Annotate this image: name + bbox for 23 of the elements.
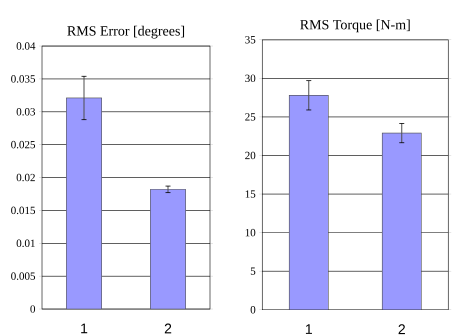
y-tick-label: 0.02 [16, 174, 35, 182]
y-tick-label: 0.04 [16, 42, 36, 50]
y-tick-label: 35 [245, 36, 256, 44]
y-tick-label: 0.01 [16, 240, 35, 248]
y-tick-label: 25 [245, 113, 256, 121]
y-tick-label: 0 [250, 306, 256, 314]
y-tick-label: 20 [245, 152, 256, 160]
chart-title: RMS Torque [N-m] [300, 20, 410, 32]
x-tick-label: 2 [398, 324, 405, 334]
y-tick-label: 0.005 [11, 272, 36, 280]
y-tick-label: 0 [30, 305, 36, 313]
y-tick-label: 5 [250, 268, 256, 275]
y-tick-label: 0.025 [11, 140, 36, 148]
y-tick-label: 0.03 [16, 108, 36, 116]
y-tick-label: 0.015 [11, 206, 36, 214]
y-tick-label: 10 [246, 228, 256, 236]
x-tick-label: 2 [164, 324, 172, 334]
y-tick-label: 30 [245, 74, 256, 82]
chart-title: RMS Error [degrees] [67, 26, 184, 39]
y-tick-label: 15 [246, 190, 256, 198]
y-tick-label: 0.035 [11, 75, 36, 83]
x-tick-label: 1 [306, 324, 312, 334]
x-tick-label: 1 [81, 324, 88, 334]
